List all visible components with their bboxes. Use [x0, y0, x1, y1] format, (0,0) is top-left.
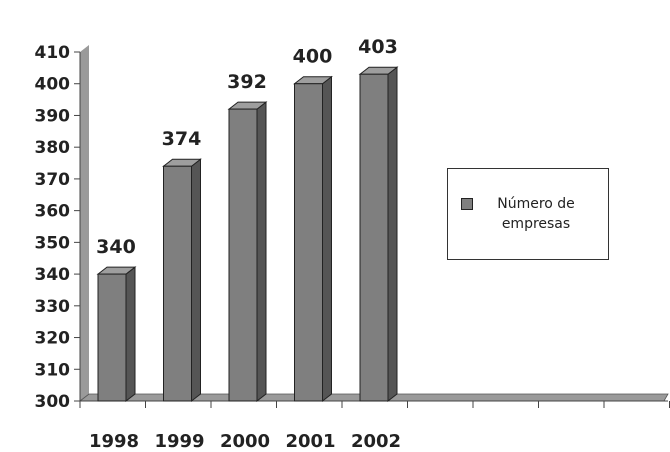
bar-side	[191, 158, 201, 403]
y-tick-label: 360	[35, 202, 71, 222]
data-label-2000: 392	[227, 71, 267, 93]
y-tick-label: 410	[35, 43, 71, 63]
data-label-1998: 340	[96, 236, 136, 258]
data-label-2002: 403	[358, 36, 398, 58]
legend: Número de empresas	[447, 168, 609, 260]
bar-side	[125, 266, 136, 403]
y-tick-label: 320	[35, 329, 71, 349]
y-tick-label: 370	[35, 170, 71, 190]
bar-front	[97, 273, 127, 402]
bar-side	[322, 75, 332, 403]
x-tick-label-1998: 1998	[89, 431, 139, 452]
bar-front	[359, 73, 389, 402]
y-tick-label: 310	[35, 360, 71, 380]
bar-2000	[227, 101, 268, 403]
y-tick-label: 390	[35, 106, 71, 126]
y-tick-label: 300	[35, 392, 71, 412]
y-tick-label: 400	[35, 75, 71, 95]
bar-side	[256, 101, 267, 403]
data-label-2001: 400	[293, 46, 333, 68]
data-label-1999: 374	[162, 128, 202, 150]
x-tick-label-1999: 1999	[154, 431, 204, 452]
bars-layer	[96, 66, 399, 403]
legend-swatch	[461, 198, 473, 210]
bar-1999	[162, 158, 202, 403]
bar-2001	[293, 75, 333, 403]
legend-entry: Número de empresas	[461, 194, 595, 234]
legend-label: Número de empresas	[497, 196, 575, 232]
y-tick-label: 340	[35, 265, 71, 285]
y-tick-label: 380	[35, 138, 71, 158]
y-tick-label: 350	[35, 233, 71, 253]
y-tick-label: 330	[35, 297, 71, 317]
bar-1998	[96, 266, 137, 403]
labels-layer: 300 310 320 330 340 350 360 370 380 390 400 410 340 1…	[35, 36, 402, 452]
x-tick-label-2002: 2002	[351, 431, 401, 452]
bar-side	[387, 66, 398, 403]
bar-front	[294, 83, 323, 402]
bar-2002	[358, 66, 399, 403]
x-tick-label-2000: 2000	[220, 431, 270, 452]
back-wall	[80, 45, 89, 401]
bar-front	[228, 108, 258, 402]
bar-front	[163, 165, 192, 402]
x-tick-label-2001: 2001	[285, 431, 335, 452]
